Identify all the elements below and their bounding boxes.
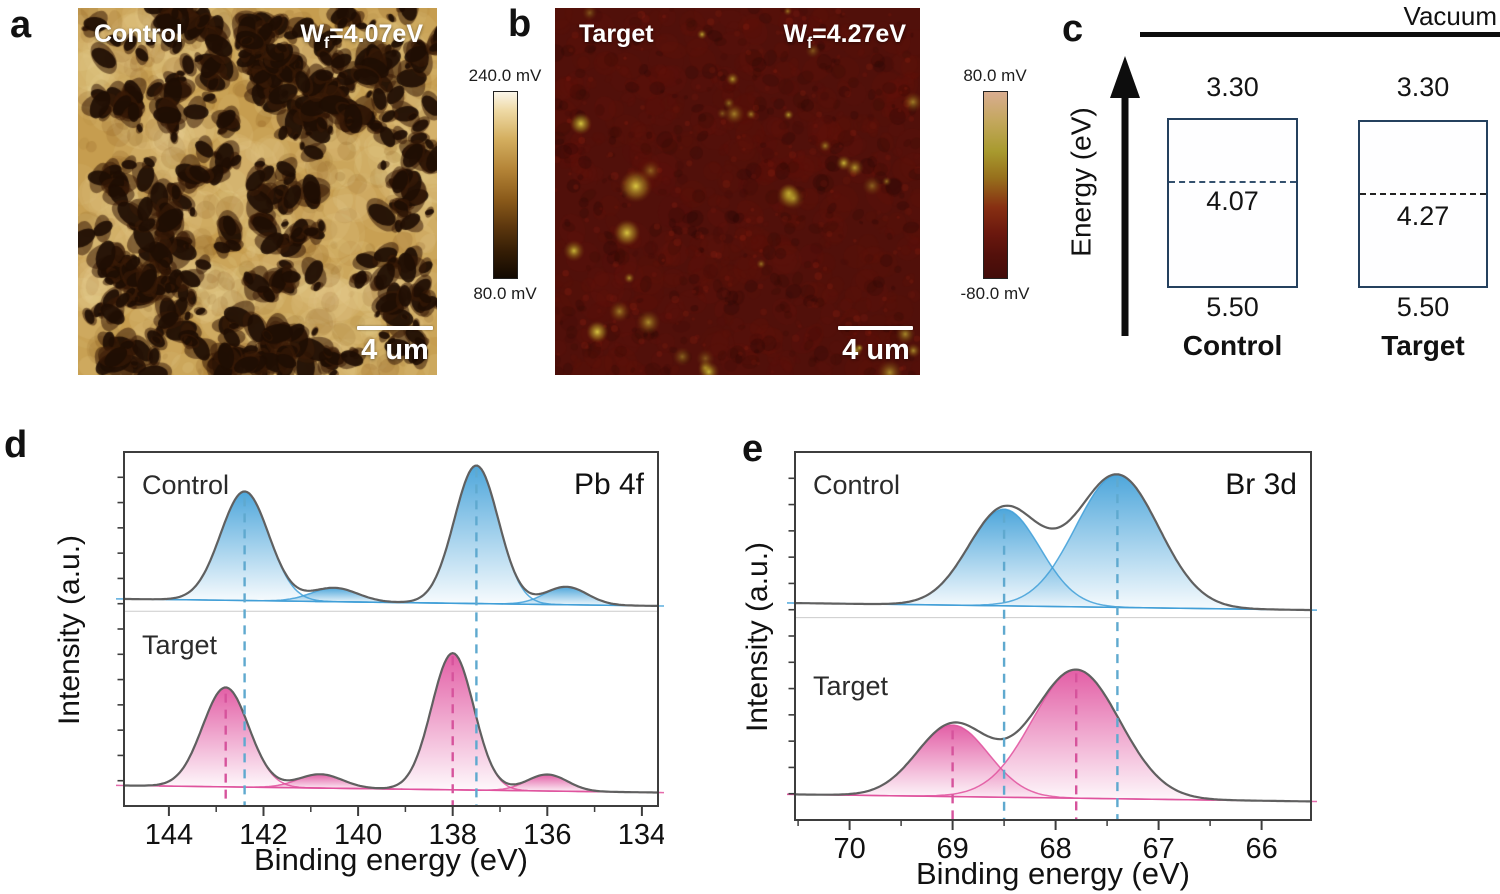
scalebar-label-target: 4 um: [842, 334, 910, 366]
colorbar-target-gradient: [982, 91, 1008, 279]
br3d-x-axis-label: Binding energy (eV): [916, 856, 1190, 891]
x-tick-label: 66: [1245, 833, 1277, 864]
control-fermi-dashed-line: [1169, 180, 1296, 183]
x-tick-label: 134: [618, 819, 664, 850]
target-vbm-value: 5.50: [1396, 292, 1450, 322]
x-tick-label: 136: [523, 819, 571, 850]
x-tick-label: 138: [429, 819, 477, 850]
target-sum-curve: [795, 668, 1311, 803]
series-label-target: Target: [813, 671, 889, 701]
vacuum-line: [1140, 32, 1500, 37]
br3d-y-axis-label: Intensity (a.u.): [741, 541, 775, 733]
pb4f-y-axis-label: Intensity (a.u.): [53, 534, 87, 726]
series-label-target: Target: [142, 630, 218, 660]
panel-letter-c: c: [1062, 8, 1084, 50]
panel-a-kpfm-control: Control Wf=4.07eV 4 um: [78, 8, 437, 375]
pb4f-x-axis-label: Binding energy (eV): [254, 842, 528, 877]
afm-image-control: [78, 8, 437, 375]
x-tick-label: 70: [833, 833, 865, 864]
target-workfunction-value: 4.27: [1396, 200, 1450, 231]
panel-letter-a: a: [10, 4, 32, 46]
br3d-spectra-chart: Control Target 66 67 68 69 70 Br 3d: [787, 451, 1317, 864]
colorbar-control: 240.0 mV 80.0 mV: [455, 66, 555, 304]
x-tick-label: 140: [334, 819, 382, 850]
colorbar-target: 80.0 mV -80.0 mV: [945, 66, 1045, 304]
x-tick-label: 68: [1039, 833, 1071, 864]
scalebar-line-target: [838, 326, 913, 330]
x-tick-label: 69: [936, 833, 968, 864]
target-diagram-label: Target: [1381, 330, 1465, 361]
panel-e-br3d-spectra: Intensity (a.u.) Control Target 66 67 68 69 70…: [730, 450, 1340, 894]
panel-d-pb4f-spectra: Intensity (a.u.) Control Target 134 136 138 1…: [50, 450, 670, 894]
afm-image-target: [555, 8, 920, 375]
colorbar-control-gradient: [492, 91, 518, 279]
target-fermi-dashed-line: [1360, 192, 1486, 195]
colorbar-target-min-label: -80.0 mV: [960, 284, 1030, 303]
control-vbm-value: 5.50: [1206, 292, 1259, 322]
control-workfunction-value: 4.07: [1206, 185, 1259, 216]
chart-title: Pb 4f: [574, 468, 645, 501]
target-cbm-value: 3.30: [1396, 72, 1450, 102]
panel-letter-e: e: [742, 428, 764, 470]
colorbar-target-max-label: 80.0 mV: [963, 66, 1027, 85]
control-diagram-label: Control: [1182, 330, 1283, 361]
target-energy-box: 4.27: [1358, 120, 1488, 288]
x-tick-label: 67: [1142, 833, 1174, 864]
energy-axis-arrow: [1110, 56, 1140, 336]
colorbar-control-max-label: 240.0 mV: [468, 66, 542, 85]
scalebar-label-control: 4 um: [361, 334, 429, 366]
panel-letter-d: d: [4, 424, 28, 466]
pb4f-spectra-chart: Control Target 134 136 138 140 142 144 Pb 4f: [116, 451, 664, 850]
control-energy-box: 4.07: [1167, 118, 1298, 288]
x-tick-label: 144: [145, 819, 193, 850]
sample-label-target: Target: [579, 20, 654, 48]
energy-axis-label: Energy (eV): [1066, 107, 1097, 257]
series-label-control: Control: [813, 470, 900, 500]
panel-letter-b: b: [508, 3, 532, 45]
control-cbm-value: 3.30: [1206, 72, 1259, 102]
scalebar-line-control: [357, 326, 433, 330]
series-label-control: Control: [142, 470, 229, 500]
x-tick-label: 142: [239, 819, 287, 850]
control-sum-curve: [795, 473, 1312, 612]
work-function-label-target: Wf=4.27eV: [783, 20, 906, 52]
control-sum-curve: [123, 464, 658, 607]
sample-label-control: Control: [94, 20, 183, 48]
chart-title: Br 3d: [1225, 468, 1297, 501]
colorbar-control-min-label: 80.0 mV: [473, 284, 537, 303]
target-sum-curve: [124, 651, 658, 794]
panel-b-kpfm-target: Target Wf=4.27eV 4 um: [555, 8, 920, 375]
vacuum-label: Vacuum: [1403, 1, 1497, 31]
work-function-label-control: Wf=4.07eV: [300, 20, 423, 52]
